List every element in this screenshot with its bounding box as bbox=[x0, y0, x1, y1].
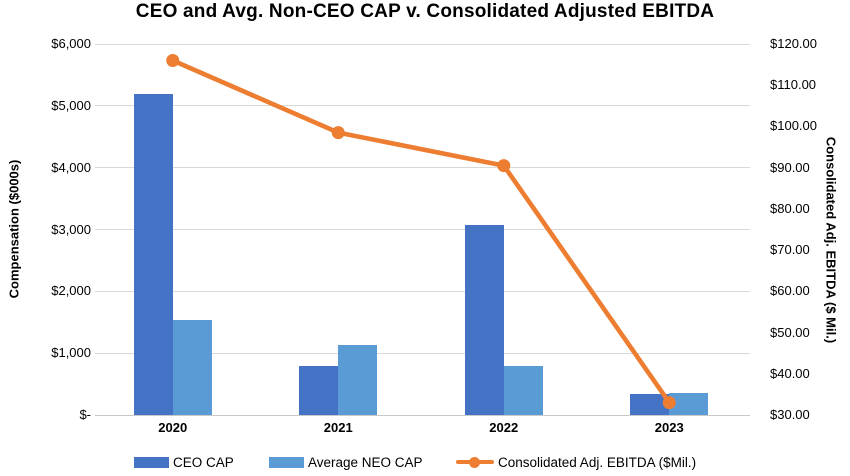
left-axis-tick-label: $- bbox=[79, 407, 91, 422]
gridline bbox=[95, 290, 750, 292]
legend-label-ceo-cap: CEO CAP bbox=[173, 454, 234, 470]
bar-average-neo-cap-2023 bbox=[669, 393, 709, 415]
x-axis-label-2020: 2020 bbox=[158, 420, 188, 435]
right-axis-tick-label: $60.00 bbox=[770, 283, 810, 299]
x-axis-label-2023: 2023 bbox=[654, 420, 684, 435]
right-axis-tick-label: $80.00 bbox=[770, 200, 810, 216]
right-axis-tick-label: $120.00 bbox=[770, 36, 817, 51]
bar-ceo-cap-2022 bbox=[464, 225, 504, 415]
bar-ceo-cap-2020 bbox=[133, 94, 173, 415]
ebitda-marker-2020 bbox=[166, 53, 180, 67]
legend-swatch-consolidated-adj-ebitda-mil bbox=[456, 456, 494, 468]
left-axis-title: Compensation ($000s) bbox=[6, 159, 22, 299]
right-axis-tick-label: $70.00 bbox=[770, 242, 810, 258]
legend: CEO CAP Average NEO CAP Consolidated Adj. … bbox=[0, 451, 850, 473]
right-axis-tick-label: $90.00 bbox=[770, 159, 810, 175]
gridline bbox=[95, 105, 750, 107]
legend-label-average-neo-cap: Average NEO CAP bbox=[308, 454, 423, 470]
x-axis-label-2022: 2022 bbox=[489, 420, 519, 435]
legend-swatch-ceo-cap bbox=[134, 456, 169, 468]
gridline bbox=[95, 43, 750, 45]
left-axis-tick-label: $3,000 bbox=[51, 221, 91, 237]
x-axis-label-2021: 2021 bbox=[323, 420, 353, 435]
legend-line-marker bbox=[469, 456, 480, 468]
left-axis-tick-label: $1,000 bbox=[51, 345, 91, 361]
left-axis-tick-label: $2,000 bbox=[51, 283, 91, 299]
legend-item-ceo-cap: CEO CAP bbox=[134, 451, 234, 473]
left-axis-tick-label: $5,000 bbox=[51, 97, 91, 113]
left-axis-tick-label: $6,000 bbox=[51, 36, 91, 51]
left-axis-tick-label: $4,000 bbox=[51, 159, 91, 175]
bar-ceo-cap-2023 bbox=[630, 393, 670, 415]
right-axis-tick-label: $110.00 bbox=[770, 77, 817, 93]
legend-item-average-neo-cap: Average NEO CAP bbox=[269, 451, 423, 473]
legend-item-consolidated-adj-ebitda-mil: Consolidated Adj. EBITDA ($Mil.) bbox=[456, 451, 696, 473]
right-axis-tick-label: $50.00 bbox=[770, 324, 810, 340]
ebitda-marker-2022 bbox=[497, 159, 511, 173]
legend-swatch-average-neo-cap bbox=[269, 456, 304, 468]
legend-label-consolidated-adj-ebitda-mil: Consolidated Adj. EBITDA ($Mil.) bbox=[498, 454, 697, 470]
bar-average-neo-cap-2020 bbox=[172, 320, 212, 415]
ebitda-line bbox=[170, 58, 672, 405]
gridline bbox=[95, 229, 750, 230]
chart-title: CEO and Avg. Non-CEO CAP v. Consolidated… bbox=[135, 1, 715, 22]
gridline bbox=[95, 414, 750, 416]
bar-ceo-cap-2021 bbox=[299, 365, 339, 415]
right-axis-tick-label: $30.00 bbox=[770, 407, 810, 422]
gridline bbox=[95, 167, 750, 169]
bar-average-neo-cap-2021 bbox=[338, 344, 378, 415]
right-axis-tick-label: $100.00 bbox=[770, 118, 817, 134]
ebitda-marker-2021 bbox=[331, 126, 345, 140]
bar-average-neo-cap-2022 bbox=[503, 365, 543, 415]
right-axis-tick-label: $40.00 bbox=[770, 365, 810, 381]
